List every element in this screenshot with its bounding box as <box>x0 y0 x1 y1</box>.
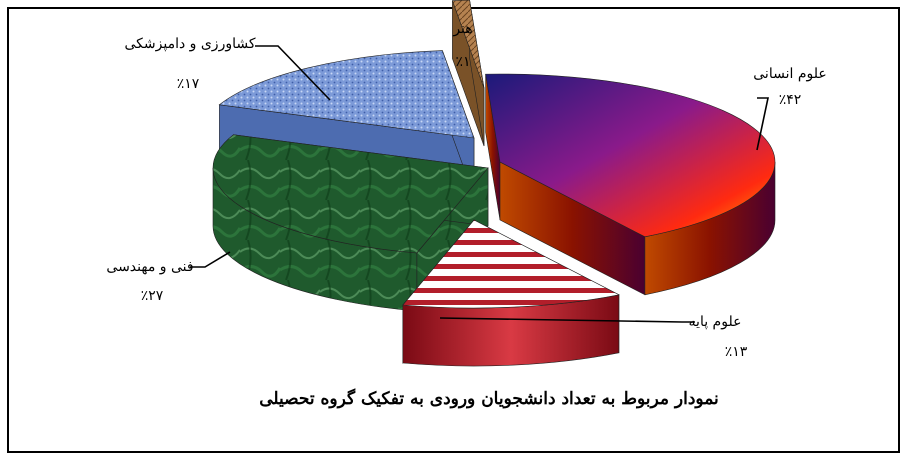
slice-top <box>212 134 489 254</box>
slice-honar <box>451 0 485 147</box>
slice-olum-ensani <box>485 73 776 296</box>
slice-value-fanni-mohandesi: ٪۲۷ <box>141 288 164 304</box>
slice-value-olum-paye: ٪۱۳ <box>725 344 748 360</box>
leader-line-fanni-mohandesi <box>190 251 231 268</box>
slice-value-keshavarzi: ٪۱۷ <box>177 76 200 92</box>
slice-top <box>451 0 485 89</box>
slice-top <box>218 50 475 139</box>
leader-line-olum-paye <box>439 317 695 323</box>
slice-top <box>402 219 620 309</box>
slice-fanni-mohandesi <box>212 134 489 312</box>
slice-value-honar: ٪۱ <box>455 54 470 70</box>
chart-title: نمودار مربوط به تعداد دانشجویان ورودی به… <box>259 388 719 409</box>
slice-label-fanni-mohandesi: فنی و مهندسی <box>106 259 193 275</box>
slice-olum-paye <box>402 219 620 367</box>
slice-value-olum-ensani: ٪۴۲ <box>779 92 802 108</box>
slice-top <box>485 73 776 238</box>
slice-label-olum-ensani: علوم انسانی <box>753 66 826 82</box>
leader-line-keshavarzi <box>255 45 331 101</box>
slice-label-keshavarzi: کشاورزی و دامپزشکی <box>124 36 255 52</box>
leader-line-olum-ensani <box>756 97 769 151</box>
slice-label-honar: هنر <box>452 21 472 37</box>
slice-label-olum-paye: علوم پایه <box>689 314 742 330</box>
